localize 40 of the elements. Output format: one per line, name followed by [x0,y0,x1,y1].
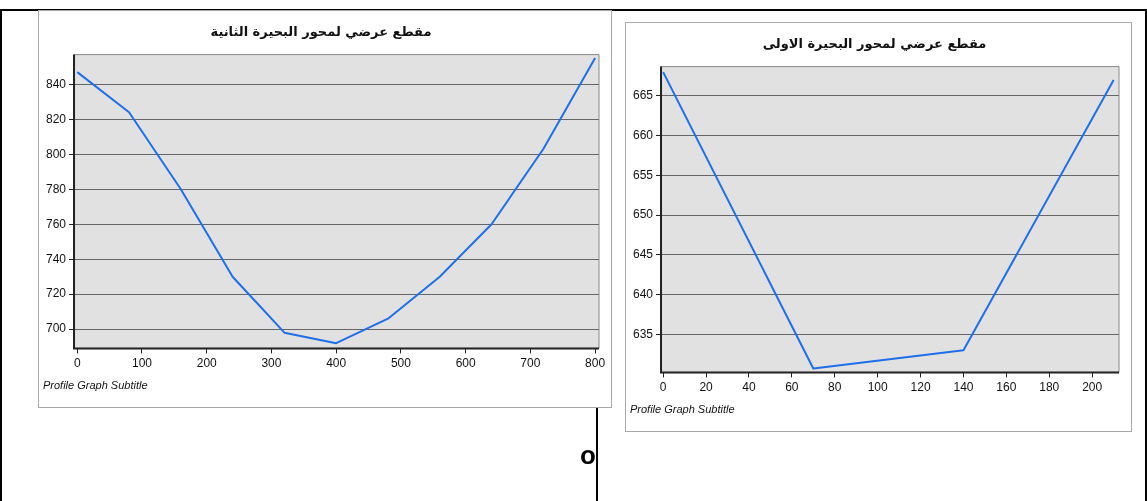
x-tick-label: 180 [1039,379,1060,394]
x-tick-label: 700 [520,355,541,370]
x-tick-label: 200 [196,355,218,370]
y-tick-label: 640 [632,286,654,301]
text: Profile Graph Subtitle [43,379,148,392]
x-tick-label: 60 [785,379,799,394]
x-tick-label: 300 [261,355,282,370]
x-tick-label: 400 [326,355,347,370]
y-tick-label: 655 [632,167,654,182]
x-tick-label: 600 [455,355,476,370]
x-tick-label: 40 [742,379,756,394]
y-tick-label: 645 [632,247,654,262]
y-tick-label: 720 [45,286,67,301]
x-tick-label: 20 [699,379,714,394]
chart-title: مقطع عرضي لمحور البحيرة الثانية [210,24,432,40]
x-tick-label: 200 [1082,379,1103,394]
x-tick-label: 500 [390,355,412,370]
x-tick-label: 0 [659,379,667,394]
y-tick-label: 820 [45,111,67,126]
y-tick-label: 650 [632,207,654,222]
y-tick-label: 665 [632,88,654,103]
x-tick-label: 80 [828,379,842,394]
x-tick-label: 140 [953,379,974,394]
x-tick-label: 0 [73,355,81,370]
x-tick-label: 120 [910,379,931,394]
y-tick-label: 700 [45,321,67,336]
y-tick-label: 635 [632,326,654,341]
x-tick-label: 160 [996,379,1017,394]
y-tick-label: 740 [45,251,67,266]
x-tick-label: 100 [867,379,889,394]
y-tick-label: 800 [45,146,67,161]
x-tick-label: 800 [585,355,606,370]
x-tick-label: 100 [131,355,153,370]
text: Profile Graph Subtitle [630,403,735,416]
y-tick-label: 840 [45,76,67,91]
y-tick-label: 660 [632,128,654,143]
chart-title: مقطع عرضي لمحور البحيرة الاولى [762,36,987,52]
y-tick-label: 760 [45,216,67,231]
y-tick-label: 780 [45,181,67,196]
text: o [580,440,596,471]
